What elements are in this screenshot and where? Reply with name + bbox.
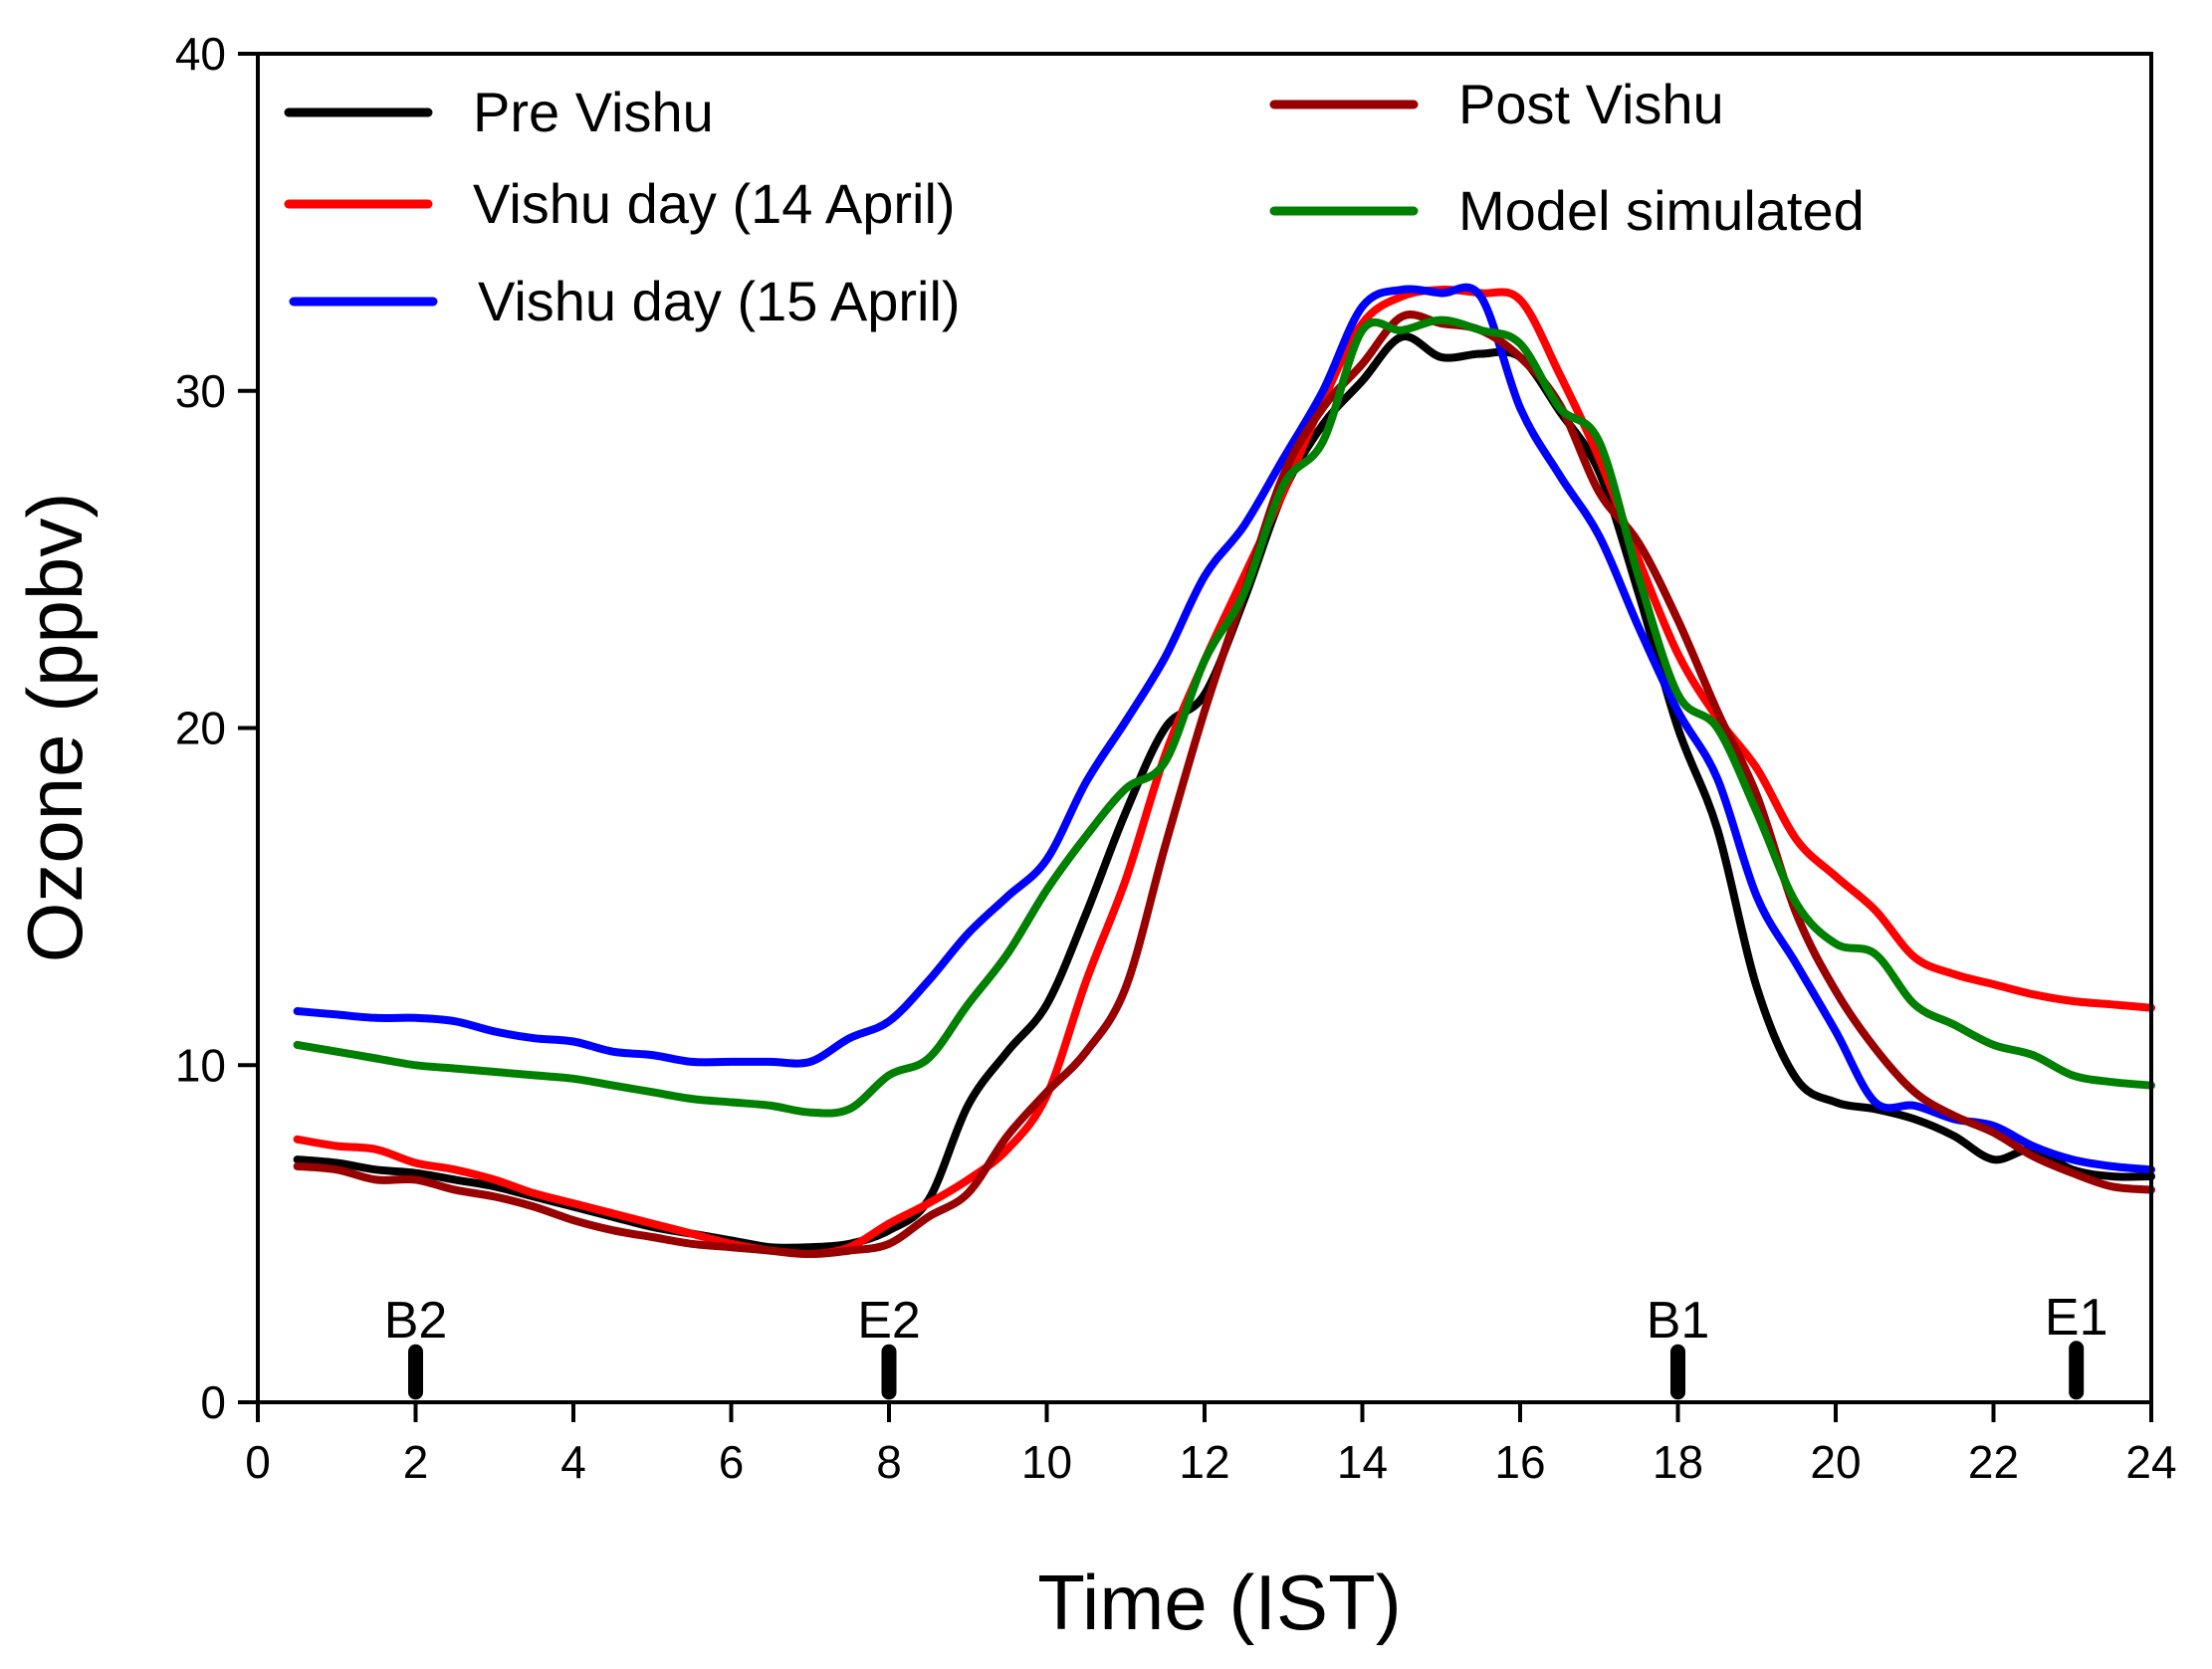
y-tick-label: 30 — [175, 365, 226, 417]
x-tick-label: 24 — [2125, 1436, 2176, 1488]
x-tick-label: 18 — [1653, 1436, 1703, 1488]
series-line-vishu-day-14-april — [293, 286, 2155, 1259]
period-marker-layer: B2 E2 B1 E1 — [384, 1289, 2108, 1400]
series-line-model-simulated — [293, 315, 2155, 1118]
y-axis-label: Ozone (ppbv) — [11, 493, 99, 963]
legend-label-pre-vishu: Pre Vishu — [473, 81, 714, 143]
x-tick-label: 2 — [403, 1436, 429, 1488]
x-tick-label: 4 — [560, 1436, 586, 1488]
legend-label-vishu-day-15-april: Vishu day (15 April) — [478, 270, 961, 332]
x-tick-label: 6 — [719, 1436, 745, 1488]
legend: Pre Vishu Vishu day (14 April) Vishu day (… — [284, 73, 1865, 332]
y-tick-label: 20 — [175, 703, 226, 754]
period-marker-label-e2: E2 — [857, 1292, 921, 1350]
series-line-vishu-day-15-april — [293, 283, 2155, 1174]
legend-label-model-simulated: Model simulated — [1458, 179, 1865, 242]
x-tick-label: 0 — [245, 1436, 271, 1488]
legend-label-vishu-day-14-april: Vishu day (14 April) — [473, 172, 956, 235]
y-tick-label: 10 — [175, 1039, 226, 1091]
period-marker-label-b1: B1 — [1647, 1292, 1710, 1350]
legend-label-post-vishu: Post Vishu — [1458, 73, 1724, 135]
x-axis-label: Time (IST) — [1037, 1559, 1401, 1646]
y-tick-label: 40 — [175, 28, 226, 80]
x-tick-label: 10 — [1021, 1436, 1072, 1488]
x-tick-label: 14 — [1337, 1436, 1388, 1488]
x-tick-label: 8 — [876, 1436, 902, 1488]
y-tick-label: 0 — [200, 1376, 226, 1428]
x-tick-label: 20 — [1810, 1436, 1861, 1488]
period-marker-label-b2: B2 — [384, 1292, 448, 1350]
period-marker-label-e1: E1 — [2045, 1289, 2108, 1347]
x-tick-label: 12 — [1179, 1436, 1229, 1488]
x-tick-label: 22 — [1968, 1436, 2019, 1488]
x-tick-label: 16 — [1494, 1436, 1545, 1488]
series-layer — [293, 283, 2155, 1259]
